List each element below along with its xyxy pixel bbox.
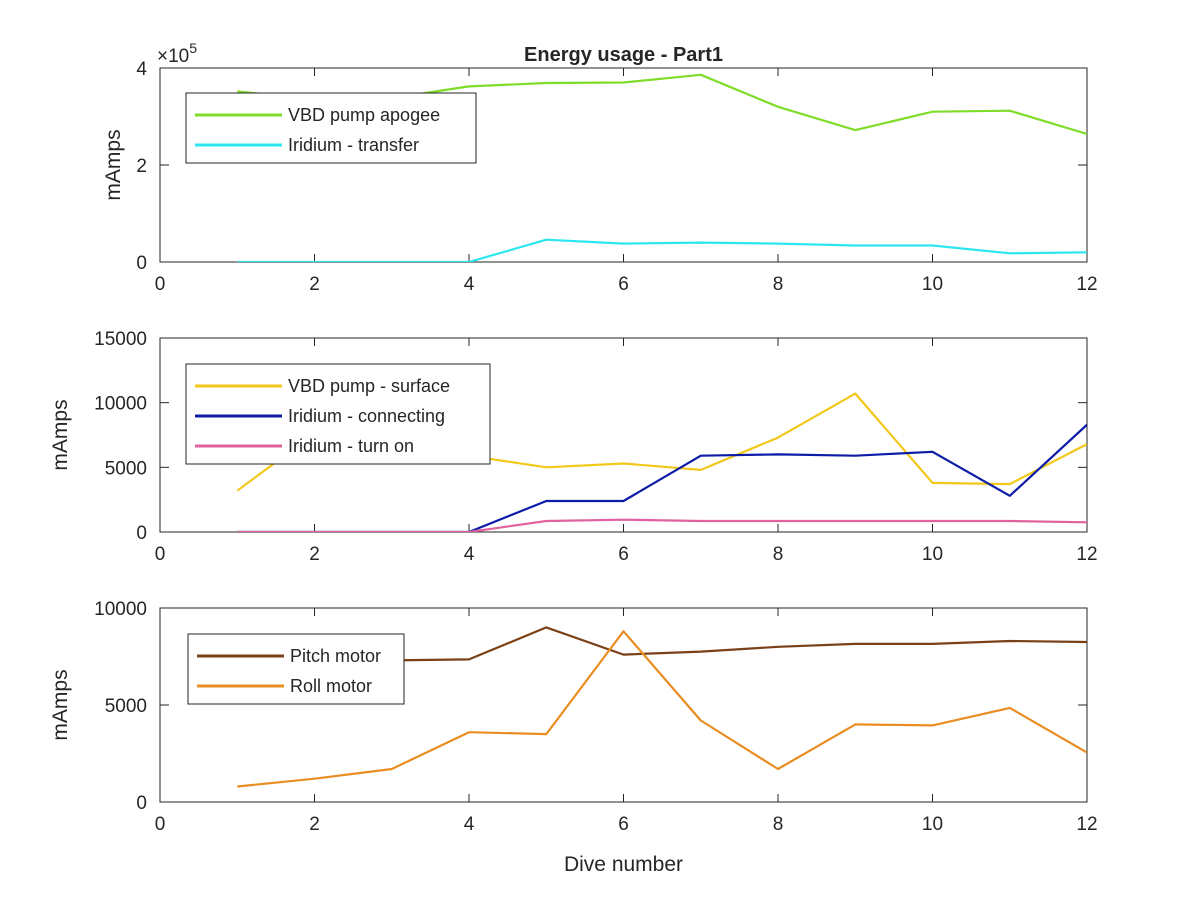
- legend-box: [185, 92, 477, 164]
- y-exponent-power: 5: [189, 40, 197, 56]
- y-tick-label: 4: [136, 59, 147, 80]
- series-line-iridium-connecting: [237, 423, 1087, 532]
- x-tick-label: 8: [773, 544, 784, 565]
- y-exponent-base: ×10: [157, 46, 189, 67]
- x-tick-label: 6: [618, 814, 629, 835]
- x-tick-label: 6: [618, 274, 629, 295]
- x-tick-label: 12: [1076, 274, 1097, 295]
- x-tick-label: 6: [618, 544, 629, 565]
- y-tick-label: 0: [136, 793, 147, 814]
- x-tick-label: 4: [464, 544, 475, 565]
- y-tick-label: 15000: [94, 329, 147, 350]
- subplot-2: 0 2 4 6 8 10 12 0 5000 10000 15000 mAmps VBD pump - …: [49, 329, 1098, 565]
- legend-entry: Pitch motor: [290, 646, 381, 666]
- x-tick-label: 2: [309, 544, 320, 565]
- legend-entry: VBD pump - surface: [288, 376, 450, 396]
- legend-box: [187, 633, 405, 705]
- y-exponent-label: ×105: [157, 40, 197, 67]
- x-tick-label: 4: [464, 814, 475, 835]
- y-axis-label: mAmps: [49, 669, 72, 740]
- series-line-iridium-turn-on: [237, 518, 1087, 532]
- y-tick-label: 10000: [94, 394, 147, 415]
- x-tick-label: 8: [773, 274, 784, 295]
- x-tick-label: 2: [309, 274, 320, 295]
- x-tick-label: 12: [1076, 544, 1097, 565]
- y-tick-label: 10000: [94, 599, 147, 620]
- legend-entry: VBD pump apogee: [288, 105, 440, 125]
- chart-title: Energy usage - Part1: [524, 44, 723, 66]
- y-tick-label: 5000: [105, 696, 147, 717]
- y-tick-label: 2: [136, 156, 147, 177]
- y-axis-label: mAmps: [49, 399, 72, 470]
- x-tick-label: 4: [464, 274, 475, 295]
- legend-entry: Iridium - transfer: [288, 135, 419, 155]
- series-line-iridium-transfer: [237, 238, 1087, 262]
- legend-entry: Iridium - connecting: [288, 406, 445, 426]
- legend: Pitch motor Roll motor: [187, 633, 405, 705]
- y-tick-label: 5000: [105, 458, 147, 479]
- x-tick-label: 12: [1076, 814, 1097, 835]
- legend: VBD pump - surface Iridium - connecting Ir…: [185, 363, 491, 465]
- x-tick-label: 0: [155, 814, 166, 835]
- x-tick-label: 10: [922, 544, 943, 565]
- x-tick-label: 2: [309, 814, 320, 835]
- legend-entry: Iridium - turn on: [288, 436, 414, 456]
- x-tick-label: 0: [155, 544, 166, 565]
- y-tick-label: 0: [136, 523, 147, 544]
- x-tick-label: 0: [155, 274, 166, 295]
- x-tick-label: 8: [773, 814, 784, 835]
- legend: VBD pump apogee Iridium - transfer: [185, 92, 477, 164]
- series-line-roll-motor: [237, 630, 1087, 788]
- legend-entry: Roll motor: [290, 676, 372, 696]
- x-tick-label: 10: [922, 814, 943, 835]
- x-tick-label: 10: [922, 274, 943, 295]
- subplot-3: 0 2 4 6 8 10 12 0 5000 10000 mAmps Pitch motor Roll …: [49, 599, 1098, 876]
- subplot-1: 0 2 4 6 8 10 12 0 2 4 ×105 mAmps Energy usage - Part…: [102, 40, 1098, 295]
- y-tick-label: 0: [136, 253, 147, 274]
- y-axis-label: mAmps: [102, 129, 125, 200]
- x-axis-label: Dive number: [564, 853, 683, 876]
